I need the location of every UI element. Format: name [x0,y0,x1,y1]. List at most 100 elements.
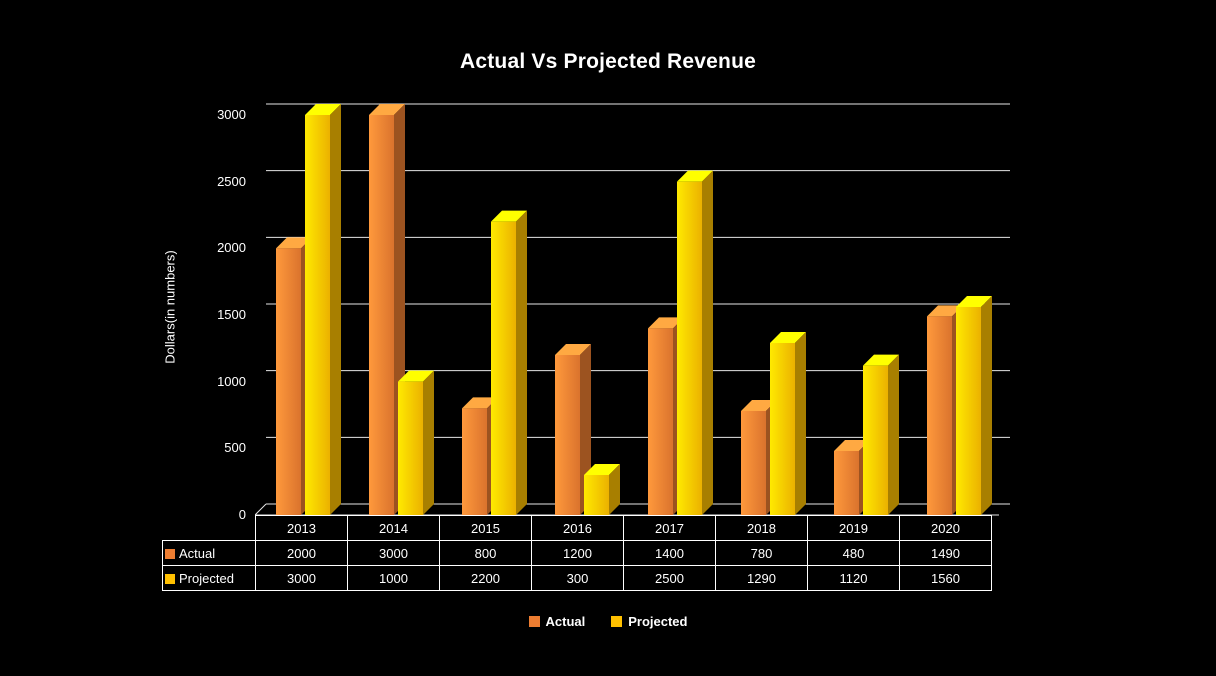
bar-front-face [741,411,766,515]
bar-top-face [956,296,992,307]
series-label-cell: Projected [162,565,256,591]
bar-top-face [462,397,498,409]
bar-top-face [741,400,777,411]
category-header-2013: 2013 [255,515,348,541]
bar-top-face [648,317,684,329]
table-corner-cell [163,516,256,541]
series-label-cell: Actual [162,540,256,566]
value-cell-actual-2018: 780 [715,540,808,566]
value-cell-projected-2016: 300 [531,565,624,591]
bar-top-face [369,104,405,115]
legend-item-actual: Actual [528,613,586,629]
bar-top-face [305,104,341,115]
bar-projected-2014 [398,370,434,515]
value-cell-projected-2020: 1560 [899,565,992,591]
bar-side-face [330,104,341,515]
bar-side-face [702,170,713,515]
value-cell-projected-2018: 1290 [715,565,808,591]
table-header-row: 2013 2014 2015 2016 2017 2018 2019 2020 [163,515,992,541]
bar-front-face [305,115,330,515]
bar-front-face [677,181,702,515]
bar-front-face [369,115,394,515]
category-header-2017: 2017 [623,515,716,541]
floor-edge [255,503,267,516]
bar-top-face [584,464,620,475]
value-cell-projected-2017: 2500 [623,565,716,591]
bar-front-face [956,307,981,515]
series-swatch-icon [165,548,175,559]
bar-side-face [516,210,527,515]
value-cell-actual-2020: 1490 [899,540,992,566]
value-cell-actual-2017: 1400 [623,540,716,566]
value-cell-actual-2013: 2000 [255,540,348,566]
category-header-2015: 2015 [439,515,532,541]
bar-top-face [398,370,434,382]
bar-projected-2018 [770,332,806,515]
value-cell-actual-2016: 1200 [531,540,624,566]
bar-projected-2017 [677,170,713,515]
category-header-2020: 2020 [899,515,992,541]
bar-actual-2014 [369,104,405,515]
y-tick-label: 2000 [217,240,246,256]
value-cell-actual-2015: 800 [439,540,532,566]
value-cell-actual-2014: 3000 [347,540,440,566]
chart-title: Actual Vs Projected Revenue [459,50,756,73]
legend-swatch-icon [611,615,623,627]
bar-projected-2020 [956,296,992,515]
category-header-2016: 2016 [531,515,624,541]
bar-side-face [423,370,434,515]
y-tick-label: 1000 [217,373,246,389]
bar-side-face [981,296,992,515]
legend-label: Actual [545,613,586,629]
category-header-2014: 2014 [347,515,440,541]
bar-front-face [834,451,859,515]
y-tick-label: 2500 [217,173,246,189]
bar-side-face [888,354,899,515]
value-cell-projected-2013: 3000 [255,565,348,591]
bar-projected-2013 [305,104,341,515]
bar-front-face [462,408,487,515]
bar-front-face [927,316,952,515]
data-table: 2013 2014 2015 2016 2017 2018 2019 2020 Actual 20… [162,515,992,591]
bar-actual-2016 [555,344,591,515]
bar-front-face [770,343,795,515]
y-tick-label: 500 [224,440,246,456]
y-tick-label: 3000 [217,107,246,122]
bar-top-face [927,305,963,317]
legend-item-projected: Projected [611,614,687,629]
bar-top-face [770,332,806,343]
bar-front-face [555,355,580,515]
legend-swatch-icon [528,615,540,627]
bar-top-face [863,354,899,366]
bar-side-face [795,332,806,515]
plot-area [255,103,1010,516]
bar-projected-2015 [491,210,527,515]
value-cell-projected-2014: 1000 [347,565,440,591]
category-header-2019: 2019 [807,515,900,541]
bar-top-face [491,210,527,222]
bar-side-face [609,464,620,515]
bar-front-face [491,221,516,515]
bar-front-face [863,365,888,515]
series-swatch-icon [165,573,175,584]
bar-front-face [398,381,423,515]
y-axis: 0 500 1000 1500 2000 2500 3000 [0,0,248,676]
legend: Actual Projected [0,610,1216,632]
y-tick-label: 1500 [217,307,246,322]
value-cell-projected-2015: 2200 [439,565,532,591]
value-cell-actual-2019: 480 [807,540,900,566]
bar-top-face [834,440,870,451]
bar-projected-2019 [863,354,899,515]
y-tick-label: 0 [238,507,246,522]
bar-front-face [276,248,301,516]
table-row-projected: Projected 3000 1000 2200 300 2500 1290 1120 1560 [162,565,992,591]
bar-front-face [648,328,673,515]
category-header-2018: 2018 [715,515,808,541]
bar-front-face [584,475,609,515]
bar-top-face [276,237,312,249]
value-cell-projected-2019: 1120 [807,565,900,591]
legend-label: Projected [628,613,688,629]
table-row-actual: Actual 2000 3000 800 1200 1400 780 480 1490 [162,540,992,566]
bar-projected-2016 [584,464,620,515]
